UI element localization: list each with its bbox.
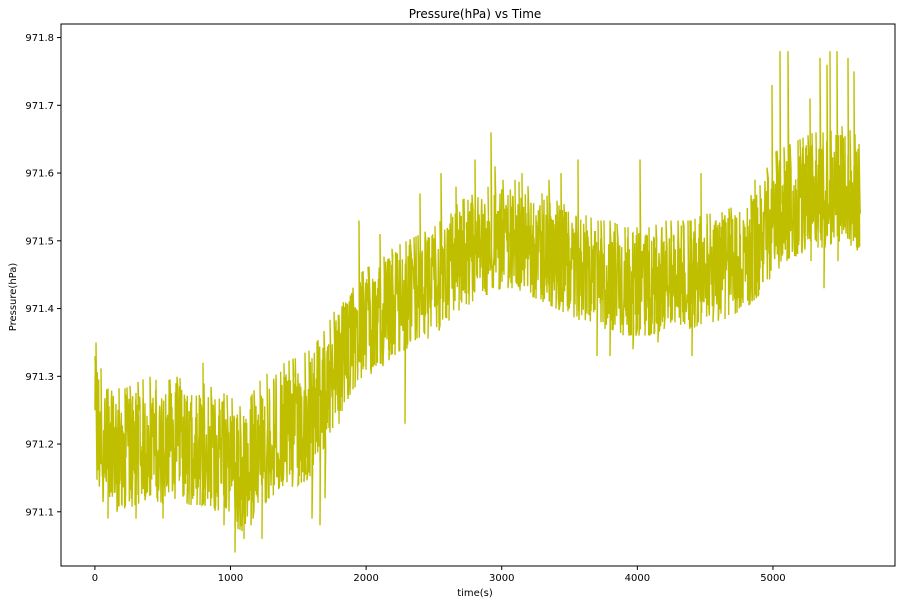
chart-title: Pressure(hPa) vs Time [409,7,542,21]
x-tick-label: 1000 [218,573,243,584]
series-line [94,51,862,553]
y-axis-label: Pressure(hPa) [8,263,19,332]
y-tick-label: 971.2 [25,440,54,451]
series-group [94,51,862,553]
x-tick-label: 4000 [625,573,650,584]
y-tick-label: 971.8 [25,33,54,44]
x-axis: 0 1000 2000 3000 4000 5000 [92,566,786,584]
plot-area [61,24,895,566]
x-tick-label: 2000 [353,573,378,584]
y-tick-label: 971.7 [25,101,54,112]
y-tick-label: 971.1 [25,507,54,518]
y-tick-label: 971.6 [25,169,54,180]
x-tick-label: 5000 [760,573,785,584]
y-tick-label: 971.3 [25,372,54,383]
plot-frame [60,23,896,567]
y-tick-label: 971.5 [25,236,54,247]
y-tick-label: 971.4 [25,304,54,315]
x-tick-label: 3000 [489,573,514,584]
x-tick-label: 0 [92,573,98,584]
x-axis-label: time(s) [457,588,493,599]
y-axis: 971.1 971.2 971.3 971.4 971.5 971.6 971.7 971.8 [25,33,61,518]
